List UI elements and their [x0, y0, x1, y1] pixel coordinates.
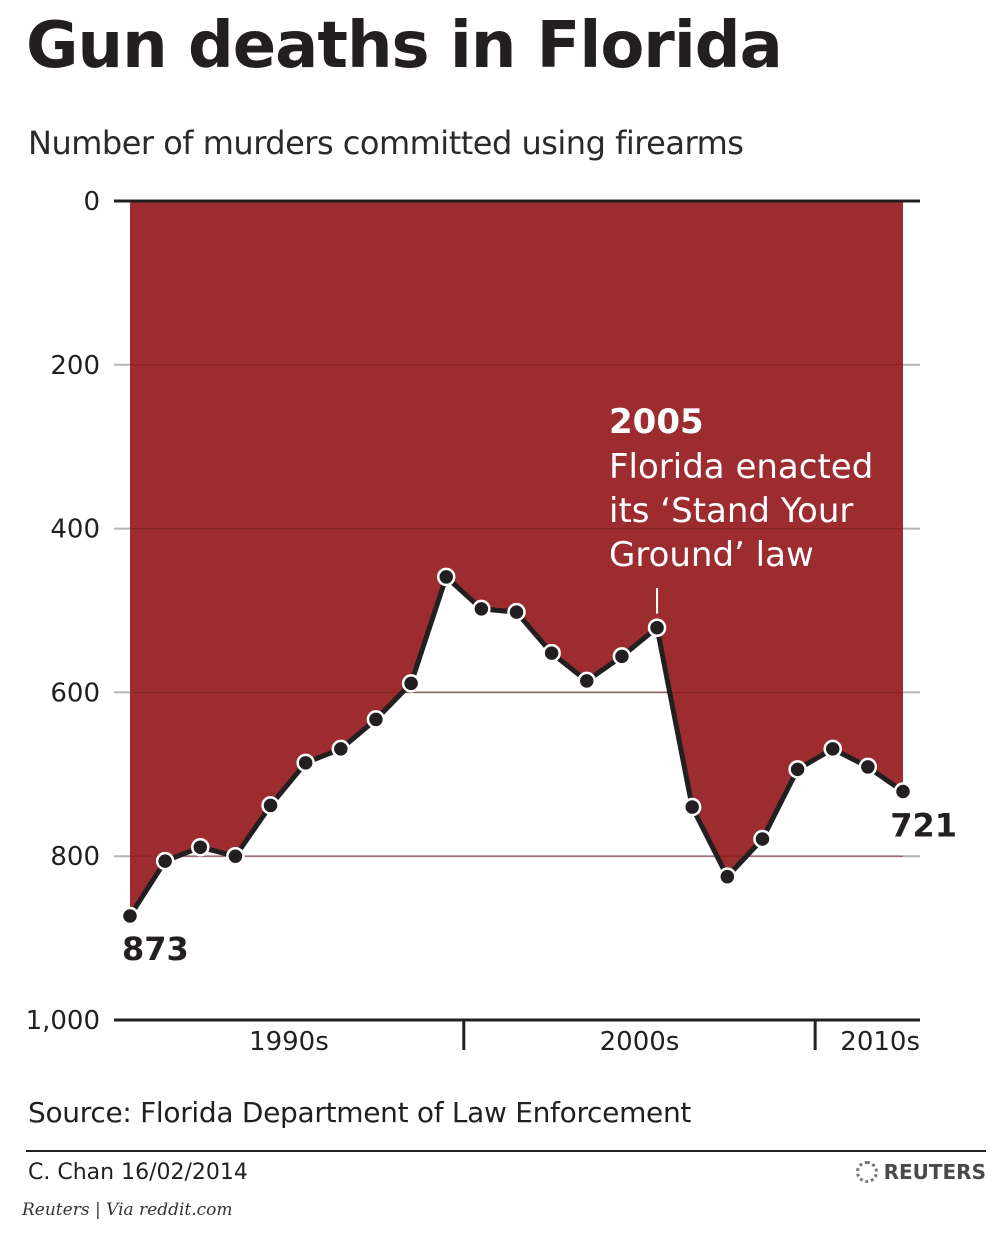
brand-name: REUTERS: [883, 1160, 986, 1184]
chart-title: Gun deaths in Florida: [26, 9, 783, 83]
data-point: [753, 829, 772, 849]
data-point: [682, 797, 702, 817]
footer-divider: [26, 1150, 986, 1152]
data-point: [331, 739, 351, 759]
chart-area: 0 200 400 600 800 1,000 1990s 2000s 2010s 873 72…: [26, 187, 957, 1057]
data-point: [155, 851, 175, 871]
start-value-label: 873: [122, 930, 189, 968]
source-note: Source: Florida Department of Law Enforc…: [28, 1096, 692, 1129]
data-point: [472, 599, 491, 619]
data-labels: 873 721: [122, 806, 957, 967]
y-tick-label: 800: [50, 842, 100, 872]
data-point: [788, 760, 807, 779]
end-value-label: 721: [890, 806, 957, 844]
data-point: [858, 757, 878, 777]
x-decade-label: 1990s: [249, 1027, 329, 1057]
data-point: [366, 710, 386, 729]
area-fill: [130, 201, 903, 916]
reuters-logo-icon: [855, 1161, 878, 1183]
data-point: [296, 753, 315, 773]
data-points: [120, 567, 913, 926]
x-axis: 1990s 2000s 2010s: [114, 1018, 920, 1057]
data-point: [893, 782, 913, 801]
data-point: [261, 796, 280, 815]
data-point: [647, 618, 667, 637]
data-point: [718, 867, 737, 886]
x-decade-label: 2010s: [840, 1027, 920, 1057]
annotation-text-line: Ground’ law: [609, 535, 814, 575]
y-tick-label: 400: [50, 515, 100, 545]
brand-logo: REUTERS: [855, 1160, 986, 1184]
y-tick-label: 200: [50, 351, 100, 381]
data-point: [542, 643, 561, 663]
data-point: [823, 739, 842, 759]
byline: C. Chan 16/02/2014: [28, 1160, 248, 1185]
y-tick-label: 1,000: [26, 1006, 100, 1036]
data-point: [612, 647, 632, 666]
y-tick-label: 0: [83, 187, 100, 217]
data-point: [120, 906, 140, 926]
annotation-text-line: Florida enacted: [609, 447, 873, 487]
y-axis: 0 200 400 600 800 1,000: [26, 187, 100, 1036]
data-point: [577, 671, 597, 691]
data-point: [507, 602, 526, 622]
x-decade-label: 2000s: [600, 1027, 680, 1057]
annotation-year: 2005: [609, 402, 704, 442]
annotation-gridlines: [130, 364, 903, 857]
data-point: [191, 837, 210, 857]
data-point: [226, 846, 245, 866]
chart-subtitle: Number of murders committed using firear…: [28, 124, 744, 162]
annotation-text-line: its ‘Stand Your: [609, 491, 853, 531]
data-point: [436, 567, 456, 587]
image-credit: Reuters | Via reddit.com: [22, 1200, 233, 1220]
y-tick-label: 600: [50, 678, 100, 708]
data-point: [401, 674, 421, 693]
